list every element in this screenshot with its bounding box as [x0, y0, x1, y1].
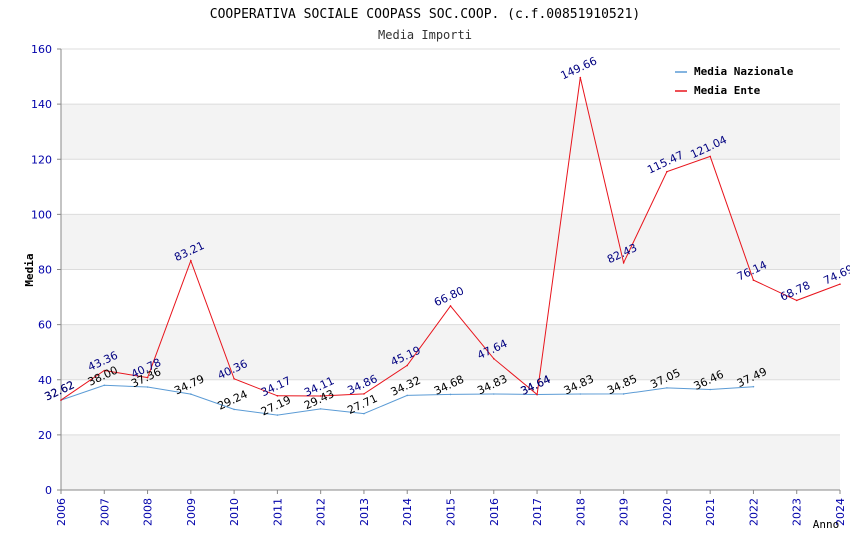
data-point — [276, 414, 279, 416]
y-tick-label: 40 — [38, 374, 52, 387]
x-tick-label: 2012 — [315, 498, 328, 526]
data-point — [449, 305, 452, 307]
y-tick-label: 100 — [31, 208, 52, 221]
data-point — [666, 387, 668, 389]
x-tick-label: 2022 — [747, 498, 760, 526]
y-tick-label: 60 — [38, 319, 52, 332]
background-band — [61, 269, 840, 325]
data-point — [579, 76, 582, 79]
x-tick-label: 2019 — [618, 498, 631, 526]
data-point — [276, 395, 279, 397]
data-point — [492, 393, 495, 395]
x-tick-label: 2017 — [531, 498, 544, 526]
x-tick-label: 2014 — [401, 498, 414, 526]
x-tick-label: 2008 — [142, 498, 155, 526]
data-point — [406, 394, 409, 397]
data-point — [622, 393, 625, 395]
background-band — [61, 159, 840, 215]
y-axis-label: Media — [23, 253, 36, 286]
data-point — [709, 388, 711, 391]
background-band — [61, 434, 840, 490]
legend: Media Nazionale Media Ente — [669, 59, 810, 102]
x-tick-label: 2011 — [271, 498, 284, 526]
data-point — [492, 357, 495, 360]
data-point — [839, 283, 841, 285]
y-tick-label: 20 — [38, 429, 52, 442]
data-point — [622, 262, 625, 264]
data-point — [666, 170, 668, 173]
x-tick-label: 2015 — [445, 498, 458, 526]
data-point — [709, 155, 711, 158]
x-ticks: 2006 2007 2008 2009 2010 2011 2012 2013 2014 2015… — [55, 490, 847, 526]
data-point — [103, 369, 106, 372]
data-point — [752, 279, 755, 281]
legend-label-media-ente: Media Ente — [694, 84, 761, 97]
x-tick-label: 2016 — [488, 498, 501, 526]
data-point — [363, 393, 365, 395]
chart-title: COOPERATIVA SOCIALE COOPASS SOC.COOP. (c… — [210, 7, 640, 22]
data-point — [449, 393, 452, 396]
background-band — [61, 104, 840, 160]
data-point — [752, 385, 755, 388]
data-point — [319, 395, 322, 397]
x-tick-label: 2009 — [185, 498, 198, 526]
data-point — [103, 384, 106, 387]
y-tick-label: 140 — [31, 98, 52, 111]
data-point — [190, 393, 192, 395]
x-tick-label: 2013 — [358, 498, 371, 526]
y-ticks: 0 20 40 60 80 100 120 140 160 — [31, 43, 61, 497]
x-axis-label: Anno — [813, 518, 840, 531]
data-point — [146, 386, 149, 388]
data-point — [233, 377, 235, 380]
y-tick-label: 120 — [31, 153, 52, 166]
data-point — [60, 399, 62, 401]
y-tick-label: 80 — [38, 264, 52, 277]
data-point — [190, 259, 192, 262]
x-tick-label: 2024 — [834, 498, 847, 526]
background-band — [61, 324, 840, 380]
data-point — [579, 393, 582, 395]
data-point — [795, 299, 798, 302]
y-tick-label: 160 — [31, 43, 52, 56]
x-tick-label: 2020 — [661, 498, 674, 526]
x-tick-label: 2018 — [574, 498, 587, 526]
chart-subtitle: Media Importi — [378, 28, 472, 42]
x-tick-label: 2006 — [55, 498, 68, 526]
x-tick-label: 2010 — [228, 498, 241, 526]
data-point — [319, 408, 322, 410]
x-tick-label: 2021 — [704, 498, 717, 526]
data-point — [363, 412, 365, 415]
data-point — [146, 376, 149, 379]
x-tick-label: 2007 — [98, 498, 111, 526]
y-tick-label: 0 — [45, 484, 52, 497]
data-point — [406, 364, 409, 367]
data-point — [233, 408, 235, 411]
legend-label-media-nazionale: Media Nazionale — [694, 65, 794, 78]
legend-box — [669, 59, 810, 102]
x-tick-label: 2023 — [791, 498, 804, 526]
data-point — [536, 393, 538, 396]
series-lines — [60, 76, 841, 416]
